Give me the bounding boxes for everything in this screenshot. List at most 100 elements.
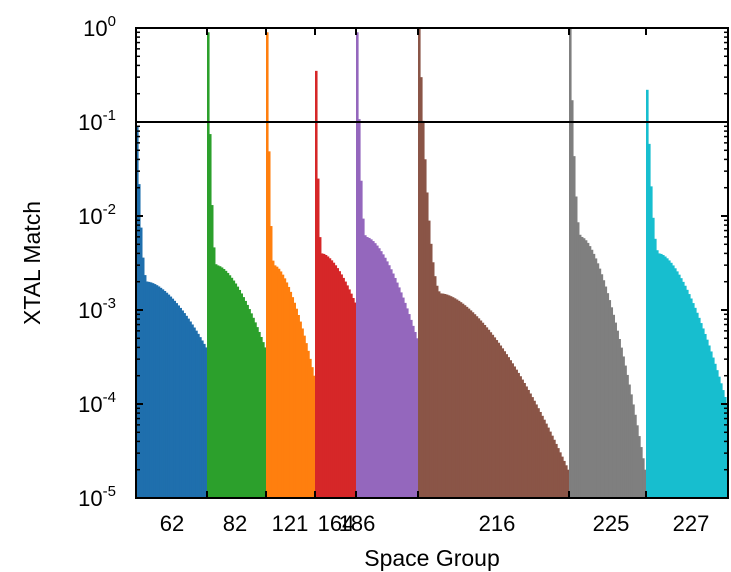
bar	[358, 119, 361, 499]
bar	[344, 281, 347, 498]
bar	[714, 363, 717, 498]
bar	[574, 196, 578, 498]
bar	[475, 316, 479, 498]
bar	[169, 296, 173, 498]
bar	[226, 272, 230, 498]
bar	[362, 218, 365, 499]
bar	[147, 281, 151, 498]
bar	[230, 277, 234, 498]
bar	[218, 266, 222, 498]
bar	[706, 339, 709, 498]
bar	[724, 396, 727, 498]
y-axis: 100 10-1 10-2 10-3 10-4 10-5	[78, 13, 728, 511]
bar	[370, 239, 373, 498]
bar	[610, 307, 614, 498]
bar	[207, 32, 210, 499]
bar	[199, 337, 202, 498]
bar	[479, 320, 483, 498]
bar	[189, 321, 192, 498]
x-tick-label: 186	[339, 511, 376, 536]
bar	[664, 256, 667, 498]
bar	[435, 285, 439, 498]
bar	[289, 291, 293, 498]
bar	[525, 386, 528, 498]
bar	[330, 260, 334, 498]
bar	[622, 356, 625, 498]
bar	[604, 286, 608, 498]
bar	[414, 332, 417, 498]
bar	[279, 271, 283, 498]
bar	[565, 465, 568, 498]
bar	[443, 294, 447, 498]
bar	[342, 277, 345, 498]
bar	[718, 376, 721, 498]
bar	[246, 304, 249, 498]
bar	[171, 298, 175, 498]
bar	[390, 269, 393, 498]
bar	[161, 289, 165, 498]
y-tick-label: 10-2	[78, 201, 116, 229]
bar	[425, 192, 429, 499]
bar	[439, 293, 443, 498]
bar	[410, 319, 413, 498]
bar	[382, 254, 385, 498]
bar	[453, 298, 457, 498]
bar	[163, 290, 167, 498]
bar	[318, 237, 322, 498]
bar	[459, 302, 463, 498]
bar	[541, 415, 544, 498]
bar	[388, 265, 391, 498]
bar	[628, 384, 631, 498]
bar	[315, 70, 318, 499]
bar	[572, 156, 576, 498]
bar	[485, 327, 489, 498]
y-axis-label: XTAL Match	[19, 201, 45, 325]
bar	[694, 307, 697, 498]
bar	[545, 423, 548, 498]
bar	[559, 452, 562, 498]
bar	[700, 323, 703, 498]
bar	[676, 271, 679, 498]
bar	[529, 393, 532, 498]
bar	[167, 294, 171, 498]
bar	[177, 305, 180, 498]
bar	[141, 257, 145, 498]
bar	[696, 312, 699, 498]
bar	[596, 263, 600, 498]
bar	[600, 274, 604, 498]
bar	[652, 217, 655, 499]
bar	[201, 340, 204, 498]
bar	[250, 313, 253, 498]
bar	[165, 292, 169, 498]
bar	[618, 339, 621, 498]
bar	[256, 327, 259, 498]
bar	[299, 321, 302, 498]
bar	[408, 314, 411, 498]
bar	[563, 460, 566, 498]
bar	[473, 314, 477, 498]
bar	[394, 277, 397, 498]
bar	[191, 324, 194, 498]
bar	[692, 303, 695, 498]
bar	[624, 365, 627, 498]
bar	[305, 343, 308, 498]
bar	[644, 469, 647, 498]
bar	[287, 286, 291, 498]
bar	[210, 205, 214, 498]
bar	[183, 313, 186, 498]
bar	[584, 240, 588, 498]
bar	[404, 302, 407, 498]
bar	[309, 358, 312, 498]
bars-layer	[136, 28, 729, 499]
bar	[322, 253, 326, 498]
bar	[463, 305, 467, 498]
series-group-225	[569, 28, 647, 499]
bar	[412, 325, 415, 498]
bar	[682, 281, 685, 498]
bar	[262, 342, 265, 498]
bar	[513, 366, 516, 498]
bar	[187, 318, 190, 498]
bar	[531, 397, 534, 498]
bar	[553, 439, 556, 498]
bar	[710, 351, 713, 498]
